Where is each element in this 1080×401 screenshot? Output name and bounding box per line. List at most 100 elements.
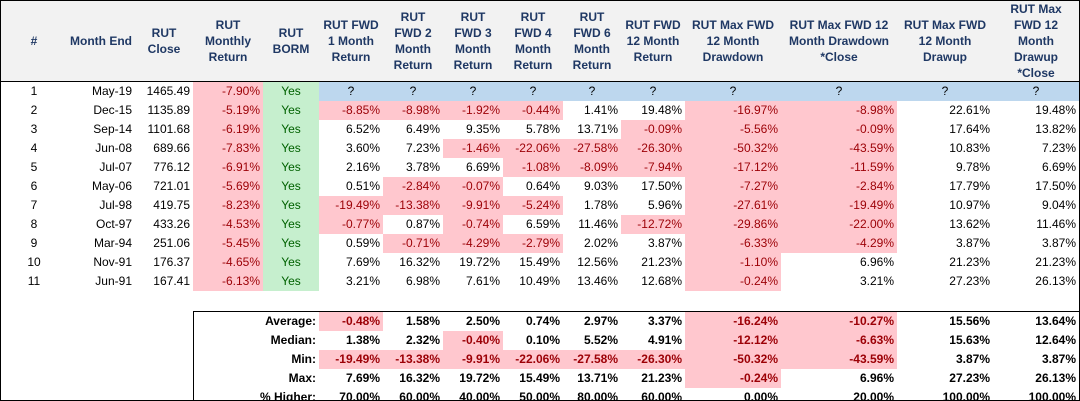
rut-close-cell[interactable]: 1135.89 (147, 103, 191, 117)
table-cell[interactable]: 6.52% (345, 122, 380, 136)
borm-cell[interactable]: Yes (263, 119, 319, 139)
summary-value[interactable]: 5.52% (583, 333, 618, 347)
row-number-cell[interactable]: 11 (27, 274, 41, 288)
table-cell[interactable]: ? (897, 81, 993, 101)
table-cell[interactable]: 27.23% (949, 274, 990, 288)
summary-value[interactable]: 15.49% (519, 371, 560, 385)
table-cell[interactable]: -1.46% (443, 138, 503, 158)
table-cell[interactable]: 12.56% (577, 255, 618, 269)
table-cell[interactable]: 15.49% (519, 255, 560, 269)
table-cell[interactable]: 13.71% (577, 122, 618, 136)
summary-value[interactable]: 15.56% (897, 311, 993, 331)
table-cell[interactable]: 3.21% (859, 274, 894, 288)
row-number-cell[interactable]: 4 (30, 141, 38, 155)
table-cell[interactable]: 3.60% (345, 141, 380, 155)
table-cell[interactable]: 0.51% (345, 179, 380, 193)
summary-value[interactable]: 7.69% (345, 371, 380, 385)
table-cell[interactable]: 17.79% (949, 179, 990, 193)
table-cell[interactable]: 21.23% (641, 255, 682, 269)
table-cell[interactable]: -22.06% (503, 138, 563, 158)
table-cell[interactable]: -5.24% (503, 195, 563, 215)
table-cell[interactable]: ? (503, 81, 563, 101)
table-cell[interactable]: 17.50% (1035, 179, 1076, 193)
summary-value[interactable]: -9.91% (443, 349, 503, 369)
table-cell[interactable]: ? (993, 81, 1079, 101)
summary-value[interactable]: 3.37% (621, 311, 685, 331)
summary-value[interactable]: 19.72% (459, 371, 500, 385)
header-cell[interactable]: RUT FWD 3 Month Return (443, 1, 503, 82)
borm-cell[interactable]: Yes (263, 214, 319, 234)
table-cell[interactable]: 6.98% (405, 274, 440, 288)
header-cell[interactable]: RUT BORM (263, 1, 319, 82)
row-number-cell[interactable]: 7 (30, 198, 38, 212)
header-cell[interactable]: # (1, 1, 67, 82)
summary-value[interactable]: 1.38% (345, 333, 380, 347)
table-cell[interactable]: -7.94% (621, 157, 685, 177)
table-cell[interactable]: 6.59% (525, 217, 560, 231)
summary-value[interactable]: 15.63% (949, 333, 990, 347)
table-cell[interactable]: -12.72% (621, 214, 685, 234)
header-cell[interactable]: RUT FWD 6 Month Return (563, 1, 621, 82)
table-cell[interactable]: 10.49% (519, 274, 560, 288)
table-cell[interactable]: 2.02% (583, 236, 618, 250)
row-number-cell[interactable]: 6 (30, 179, 38, 193)
month-end-cell[interactable]: Dec-15 (93, 103, 132, 117)
rut-close-cell[interactable]: 419.75 (153, 198, 190, 212)
table-cell[interactable]: -19.49% (781, 195, 897, 215)
table-cell[interactable]: 10.97% (949, 198, 990, 212)
summary-value[interactable]: 40.00% (459, 390, 500, 401)
table-cell[interactable]: -27.61% (685, 195, 781, 215)
table-cell[interactable]: 11.46% (578, 217, 618, 231)
summary-value[interactable]: 100.00% (942, 390, 990, 401)
summary-value[interactable]: -22.06% (503, 349, 563, 369)
table-cell[interactable]: -0.77% (319, 214, 383, 234)
month-end-cell[interactable]: Mar-94 (93, 236, 132, 250)
table-cell[interactable]: -6.33% (685, 233, 781, 253)
summary-value[interactable]: -26.30% (621, 349, 685, 369)
table-cell[interactable]: 1.78% (583, 198, 618, 212)
summary-value[interactable]: 3.87% (1041, 352, 1076, 366)
table-cell[interactable]: -5.56% (685, 119, 781, 139)
table-cell[interactable]: -0.07% (443, 176, 503, 196)
row-number-cell[interactable]: 1 (30, 84, 38, 99)
table-cell[interactable]: 6.49% (405, 122, 440, 136)
summary-value[interactable]: 21.23% (641, 371, 682, 385)
monthly-return-cell[interactable]: -5.69% (193, 176, 263, 196)
summary-value[interactable]: -0.48% (319, 311, 383, 331)
monthly-return-cell[interactable]: -7.90% (193, 81, 263, 101)
summary-value[interactable]: 20.00% (853, 390, 894, 401)
table-cell[interactable]: ? (563, 81, 621, 101)
table-cell[interactable]: ? (685, 81, 781, 101)
table-cell[interactable]: 3.87% (955, 236, 990, 250)
table-cell[interactable]: -0.24% (685, 271, 781, 291)
month-end-cell[interactable]: Jul-07 (99, 160, 132, 174)
summary-value[interactable]: 13.71% (577, 371, 618, 385)
table-cell[interactable]: -0.74% (443, 214, 503, 234)
table-cell[interactable]: -0.09% (781, 119, 897, 139)
table-cell[interactable]: 6.69% (465, 160, 500, 174)
monthly-return-cell[interactable]: -5.45% (193, 233, 263, 253)
summary-value[interactable]: 0.10% (525, 333, 560, 347)
borm-cell[interactable]: Yes (263, 157, 319, 177)
month-end-cell[interactable]: Sep-14 (93, 122, 132, 136)
summary-value[interactable]: -19.49% (319, 349, 383, 369)
monthly-return-cell[interactable]: -4.65% (193, 252, 263, 272)
table-cell[interactable]: -0.09% (621, 119, 685, 139)
header-cell[interactable]: RUT FWD 4 Month Return (503, 1, 563, 82)
table-cell[interactable]: -8.98% (781, 100, 897, 120)
table-cell[interactable]: 3.87% (647, 236, 682, 250)
table-cell[interactable]: -2.84% (383, 176, 443, 196)
table-cell[interactable]: -4.29% (781, 233, 897, 253)
table-cell[interactable]: 26.13% (1035, 274, 1076, 288)
summary-value[interactable]: 2.50% (443, 311, 503, 331)
table-cell[interactable]: ? (319, 81, 383, 101)
summary-value[interactable]: -27.58% (563, 349, 621, 369)
summary-value[interactable]: 1.58% (383, 311, 443, 331)
borm-cell[interactable]: Yes (263, 100, 319, 120)
table-cell[interactable]: -1.10% (685, 252, 781, 272)
table-cell[interactable]: -17.12% (685, 157, 781, 177)
table-cell[interactable]: 6.96% (859, 255, 894, 269)
table-cell[interactable]: 7.23% (405, 141, 440, 155)
rut-close-cell[interactable]: 167.41 (153, 274, 190, 288)
table-cell[interactable]: 12.68% (641, 274, 682, 288)
